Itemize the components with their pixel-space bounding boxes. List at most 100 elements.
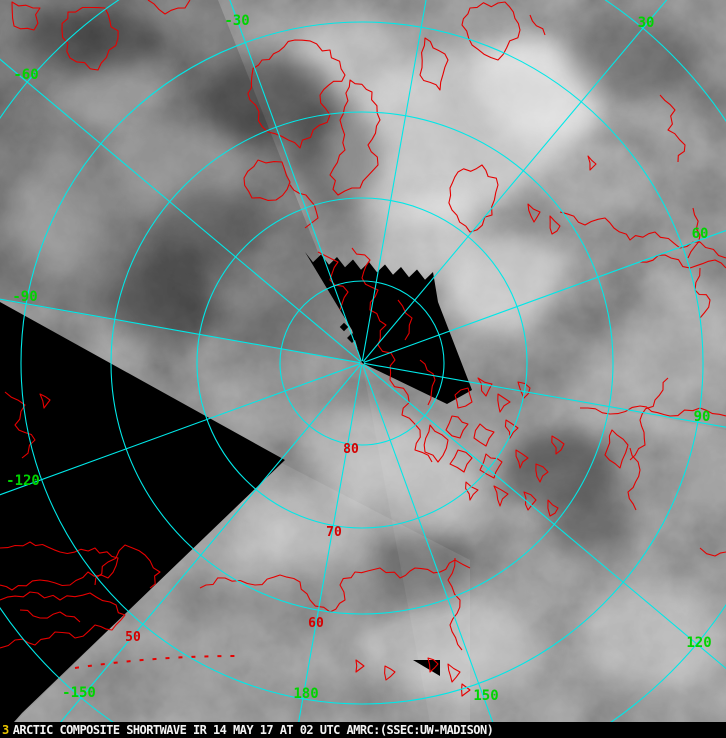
longitude-label: 60	[692, 226, 709, 242]
dark-terrain-patch	[370, 535, 470, 605]
coastline	[419, 359, 436, 406]
caption-bar: 3 ARCTIC COMPOSITE SHORTWAVE IR 14 MAY 17…	[0, 722, 726, 738]
meridian-line	[298, 364, 363, 722]
latitude-label: 60	[308, 616, 324, 631]
meridian-line	[229, 0, 362, 362]
meridian-line	[0, 363, 361, 496]
meridian-line	[60, 364, 362, 722]
latitude-label: 70	[326, 525, 342, 540]
coastline	[243, 159, 291, 201]
longitude-label: -150	[62, 685, 96, 701]
coastline	[639, 254, 726, 269]
coastline	[547, 499, 559, 517]
coastline	[504, 419, 519, 439]
coastline	[580, 405, 726, 417]
coastline	[0, 541, 119, 591]
latitude-circle	[20, 21, 704, 705]
coastline	[529, 14, 546, 36]
dark-terrain-patch	[505, 432, 615, 508]
coastline	[535, 463, 549, 483]
longitude-label: -120	[6, 473, 40, 489]
coastline	[19, 609, 81, 623]
dark-terrain-patch	[160, 190, 260, 270]
coastline	[447, 663, 461, 683]
coastline	[61, 6, 119, 71]
coastline	[604, 429, 629, 469]
longitude-label: -60	[13, 67, 38, 83]
coastline	[94, 544, 161, 589]
longitude-label: 30	[638, 15, 655, 31]
swath-seam	[0, 0, 362, 363]
graticule-labels: -30 30 -60 60 -90 90 -120 120 -150 180 150 80 70 60 50	[6, 13, 712, 704]
coastline	[549, 215, 561, 235]
swath-seam	[15, 462, 470, 722]
coastline	[39, 393, 51, 409]
coastline	[497, 393, 511, 413]
cloud-patch	[580, 580, 726, 690]
missing-data-diamond	[356, 344, 366, 354]
missing-data-diamond	[366, 337, 374, 345]
coastline	[523, 491, 537, 511]
coastline	[627, 447, 641, 511]
coastline	[423, 424, 449, 463]
coastline	[199, 559, 471, 613]
dark-terrain-patch	[565, 20, 695, 100]
arctic-map: -30 30 -60 60 -90 90 -120 120 -150 180 150 80 70 60 50	[0, 0, 726, 722]
corner-missing-triangle	[413, 660, 440, 676]
coastline	[659, 94, 686, 163]
coastline	[289, 184, 319, 229]
longitude-label: 120	[686, 635, 711, 651]
coastline	[449, 449, 473, 473]
cloud-patch	[545, 142, 655, 218]
coastline	[699, 547, 726, 557]
cloud-patch	[15, 145, 105, 275]
cloud-patch	[364, 194, 476, 286]
coastline	[454, 387, 473, 409]
missing-data-diamond	[339, 322, 349, 332]
coastline	[384, 665, 396, 681]
meridian-line	[0, 298, 361, 364]
meridian-line	[363, 363, 726, 670]
coastlines	[0, 0, 726, 697]
meridian-line	[362, 364, 494, 722]
coastline	[527, 203, 541, 223]
coastline	[147, 0, 191, 15]
coastline	[479, 453, 503, 479]
coastline	[461, 1, 521, 61]
coastline	[629, 377, 669, 461]
coastline	[317, 251, 349, 311]
cloud-patch	[360, 605, 550, 695]
meridian-line	[361, 0, 427, 362]
latitude-circle	[110, 111, 614, 615]
graticule	[0, 0, 726, 722]
coastline	[427, 657, 439, 673]
coastline	[517, 381, 531, 399]
coastline	[445, 415, 469, 439]
coastline	[461, 683, 471, 697]
coastline	[11, 1, 41, 31]
coastline	[447, 557, 463, 651]
longitude-label: 180	[293, 686, 318, 702]
coastline	[473, 423, 495, 447]
latitude-circle	[279, 280, 445, 446]
latitude-circle	[196, 197, 528, 529]
longitude-label: -90	[12, 289, 37, 305]
coastline	[559, 211, 726, 259]
coastline	[465, 481, 479, 501]
meridian-line	[363, 362, 726, 428]
coastline	[515, 449, 529, 469]
coastline	[329, 79, 381, 196]
coastline	[397, 299, 413, 341]
meridian-line	[0, 58, 361, 363]
island-chain	[74, 655, 236, 669]
coastline	[493, 485, 509, 507]
coastline	[687, 207, 701, 259]
longitude-label: 90	[694, 409, 711, 425]
coastline	[551, 435, 565, 455]
caption-channel: 3	[2, 723, 9, 737]
longitude-label: 150	[473, 688, 498, 704]
coastline	[694, 267, 711, 319]
coastline	[419, 37, 449, 91]
coastline	[355, 659, 365, 673]
